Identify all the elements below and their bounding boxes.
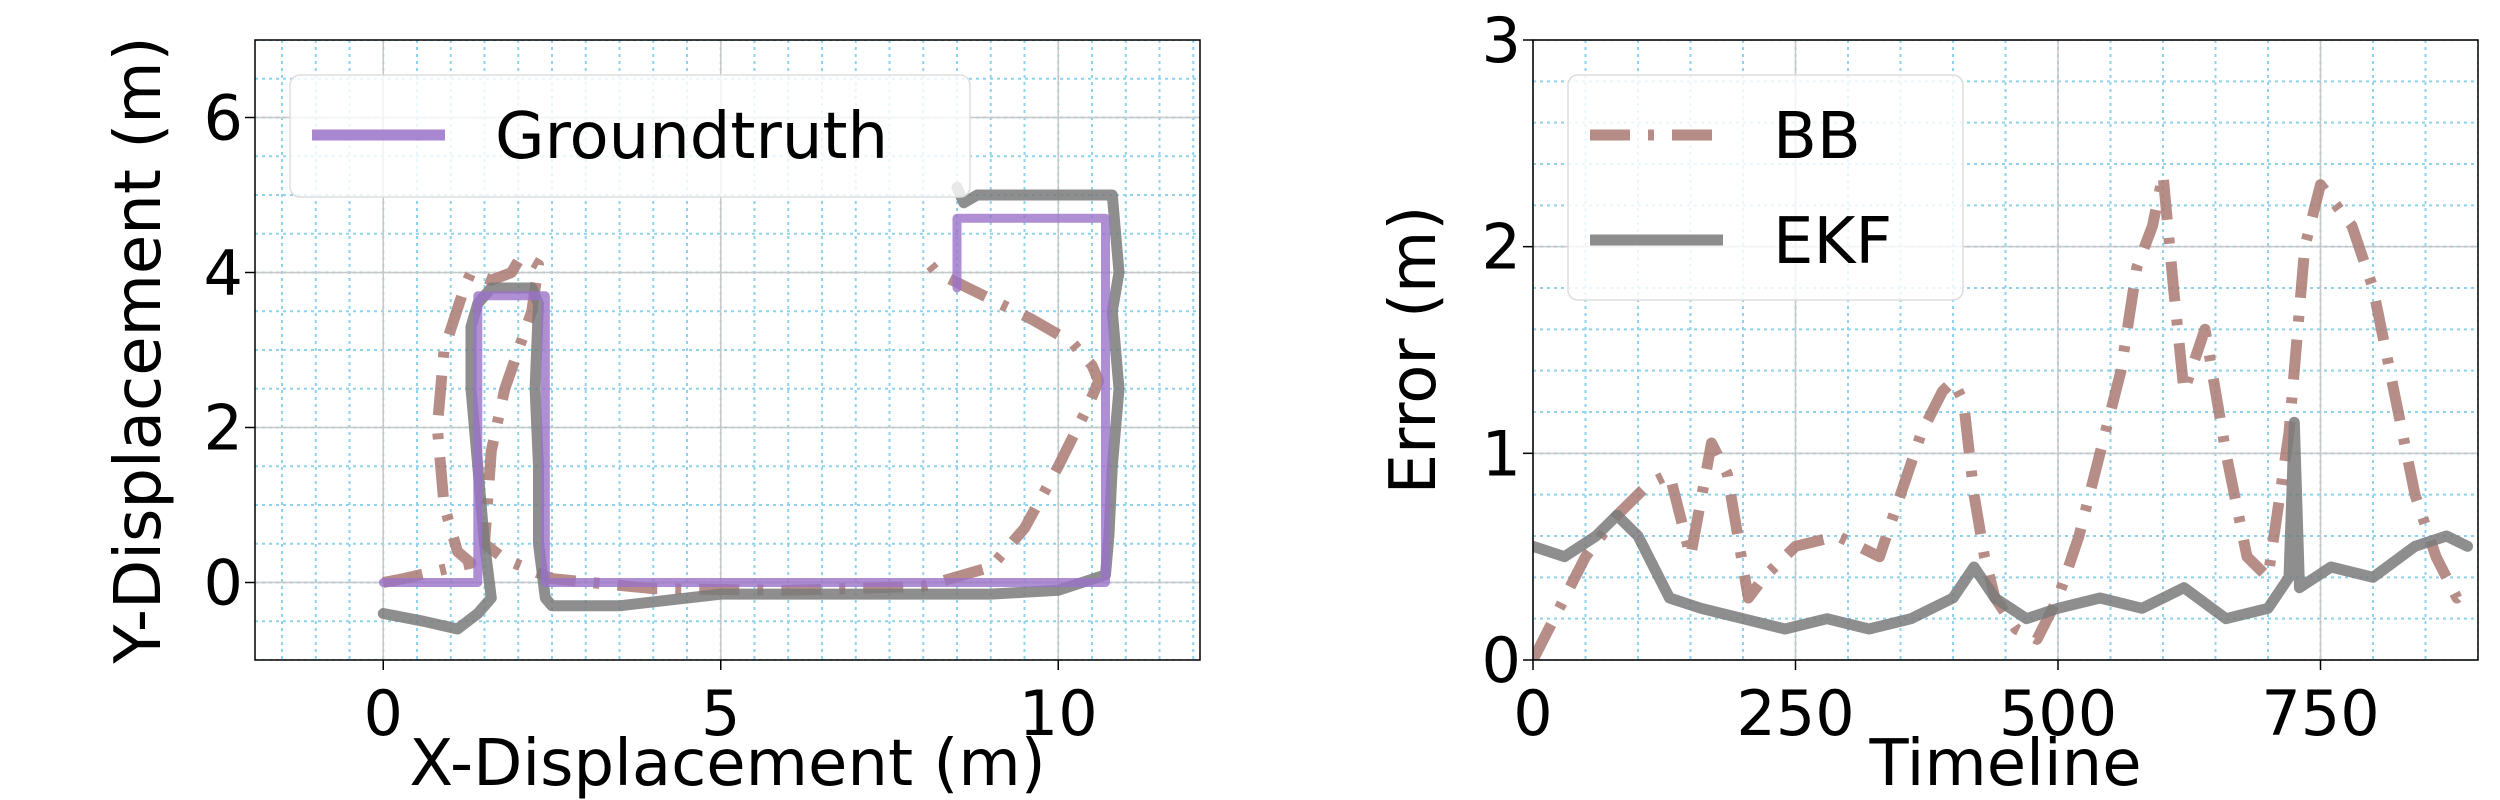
series-line-ekf xyxy=(1533,416,2473,635)
axes-frame xyxy=(254,39,1201,661)
x-tick-label: 0 xyxy=(364,677,403,750)
minor-grid xyxy=(255,40,1200,660)
y-axis-label: Error (m) xyxy=(1377,206,1451,495)
x-axis-label: X-Displacement (m) xyxy=(409,727,1045,800)
y-tick-label: 1 xyxy=(1482,417,1521,490)
x-tick-label: 0 xyxy=(1513,677,1552,750)
trajectory-chart: 0 5 10 0 2 4 6 X-Displacement (m) Y-Displacement… xyxy=(102,36,1201,800)
legend-label-ekf: EKF xyxy=(1773,205,1892,279)
y-axis-label: Y-Displacement (m) xyxy=(102,36,176,664)
x-tick-label: 500 xyxy=(1999,677,2117,750)
y-tick-label: 0 xyxy=(1482,624,1521,697)
x-tick-label: 10 xyxy=(1019,677,1098,750)
legend: BB EKF xyxy=(1567,74,1964,301)
legend-label-bb: BB xyxy=(1773,100,1861,174)
legend: Groundtruth xyxy=(289,74,971,198)
x-tick-label: 5 xyxy=(701,677,740,750)
x-tick-label: 250 xyxy=(1736,677,1854,750)
legend-box xyxy=(289,74,971,198)
y-tick-label: 0 xyxy=(204,547,243,620)
y-tick-label: 3 xyxy=(1482,4,1521,77)
legend-box xyxy=(1567,74,1964,301)
series-group xyxy=(1533,168,2473,660)
series-line-bb xyxy=(1533,168,2472,660)
series-line-unnamed-1 xyxy=(382,251,1105,596)
y-tick-label: 6 xyxy=(204,82,243,155)
series-line-groundtruth xyxy=(378,213,1110,587)
x-axis-label: Timeline xyxy=(1868,727,2141,800)
y-tick-label: 2 xyxy=(204,392,243,465)
series-group xyxy=(377,181,1125,635)
legend-label-groundtruth: Groundtruth xyxy=(495,100,888,174)
y-tick-label: 2 xyxy=(1482,211,1521,284)
y-tick-label: 4 xyxy=(204,237,243,310)
x-tick-label: 750 xyxy=(2261,677,2379,750)
error-chart: 0 250 500 750 0 1 2 3 Timeline Error (m) BB EKF xyxy=(1377,4,2479,800)
axes-frame xyxy=(1532,39,2479,661)
